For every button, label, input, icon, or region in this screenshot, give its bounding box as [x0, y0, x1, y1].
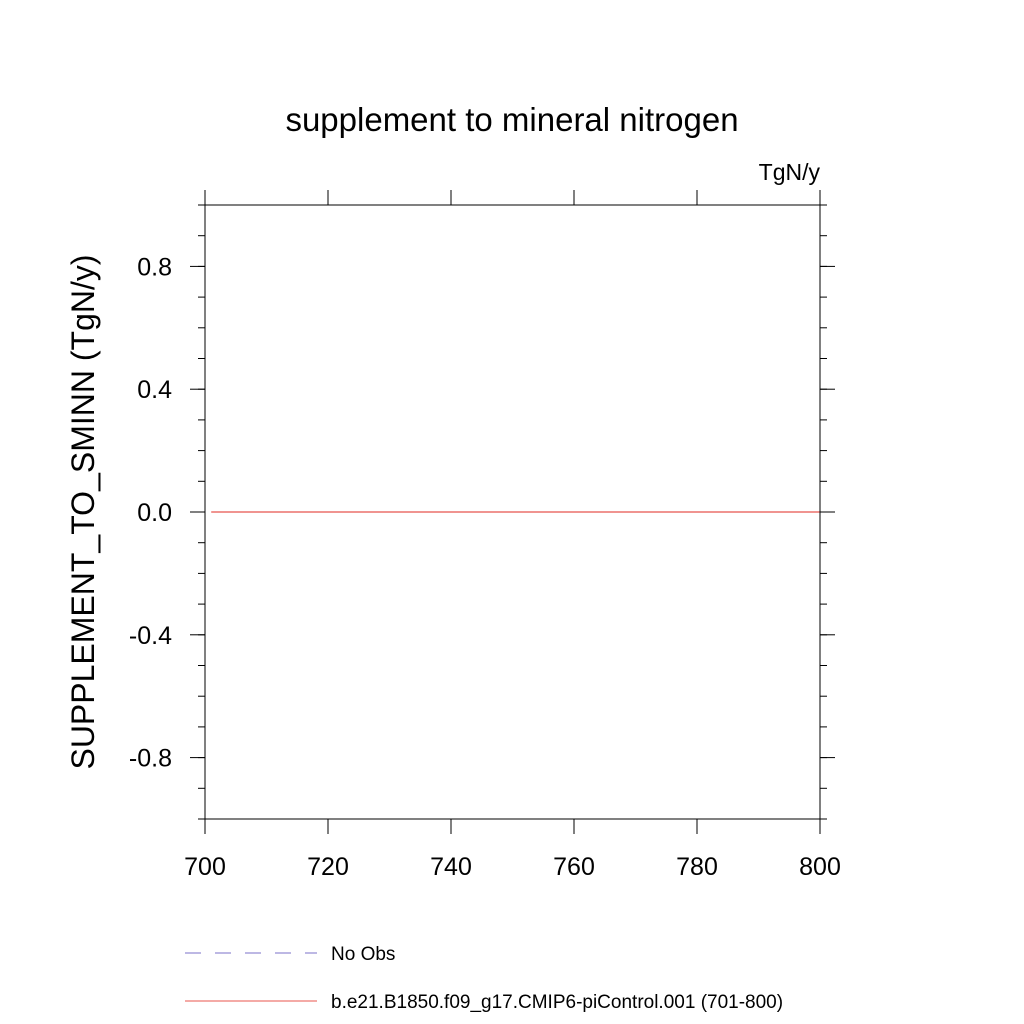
x-tick-label: 720 — [307, 853, 349, 881]
y-tick-label: 0.8 — [137, 253, 172, 281]
y-axis-label: SUPPLEMENT_TO_SMINN (TgN/y) — [65, 254, 101, 769]
y-tick-label: -0.4 — [129, 622, 172, 650]
y-tick-label: -0.8 — [129, 745, 172, 773]
x-tick-label: 800 — [799, 853, 841, 881]
x-tick-label: 700 — [184, 853, 226, 881]
x-tick-label: 780 — [676, 853, 718, 881]
chart-title: supplement to mineral nitrogen — [285, 101, 738, 138]
y-tick-label: 0.0 — [137, 499, 172, 527]
legend: No Obs b.e21.B1850.f09_g17.CMIP6-piContro… — [185, 944, 783, 1013]
legend-label-1: b.e21.B1850.f09_g17.CMIP6-piControl.001 … — [331, 992, 783, 1013]
x-tick-label: 740 — [430, 853, 472, 881]
axes-layer: 700 720 740 760 780 800 -0.8 -0.4 0.0 0.4 0.8 — [129, 190, 841, 881]
y-tick-label: 0.4 — [137, 376, 172, 404]
legend-label-0: No Obs — [331, 944, 395, 965]
units-label: TgN/y — [759, 159, 821, 185]
x-tick-label: 760 — [553, 853, 595, 881]
